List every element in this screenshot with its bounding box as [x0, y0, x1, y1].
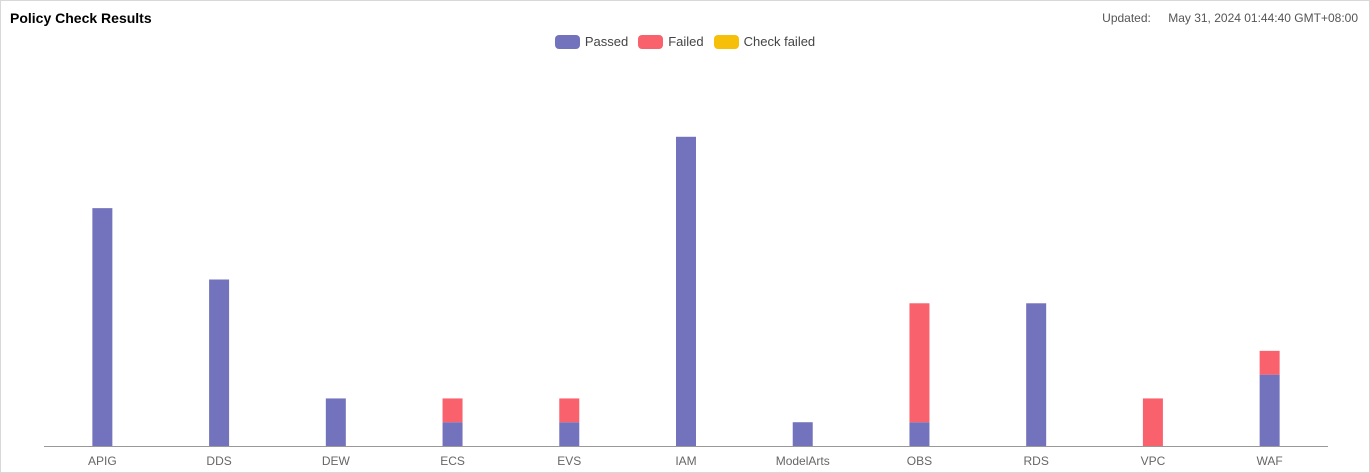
bar-ecs-failed[interactable]	[442, 398, 463, 423]
bar-waf-passed[interactable]	[1259, 374, 1280, 446]
bar-obs-passed[interactable]	[909, 422, 930, 446]
legend-swatch-check-failed	[713, 34, 739, 49]
bar-iam-passed[interactable]	[676, 136, 696, 447]
legend-swatch-failed	[638, 34, 664, 49]
legend-swatch-passed	[554, 34, 580, 49]
legend-label-failed: Failed	[668, 34, 704, 49]
bar-evs-passed[interactable]	[559, 422, 580, 446]
legend-item-check-failed[interactable]: Check failed	[713, 34, 816, 49]
bar-evs-failed[interactable]	[559, 398, 580, 423]
bar-modelarts-passed[interactable]	[792, 422, 813, 446]
legend-label-passed: Passed	[584, 34, 629, 49]
bar-obs-failed[interactable]	[909, 303, 930, 423]
x-tick-label: VPC	[1141, 454, 1166, 468]
updated-timestamp: Updated: May 31, 2024 01:44:40 GMT+08:00	[1102, 11, 1358, 25]
bar-dds-passed[interactable]	[209, 279, 230, 447]
x-tick-label: ECS	[440, 454, 465, 468]
legend-item-failed[interactable]: Failed	[638, 34, 704, 49]
x-tick-label: DDS	[206, 454, 231, 468]
x-tick-label: ModelArts	[776, 454, 830, 468]
x-tick-label: APIG	[88, 454, 117, 468]
bar-ecs-passed[interactable]	[442, 422, 463, 446]
x-tick-label: OBS	[907, 454, 932, 468]
chart-title: Policy Check Results	[10, 10, 152, 26]
x-tick-label: WAF	[1257, 454, 1283, 468]
bar-rds-passed[interactable]	[1026, 303, 1047, 446]
bar-vpc-failed[interactable]	[1142, 398, 1163, 446]
bar-dew-passed[interactable]	[325, 398, 346, 446]
x-tick-label: IAM	[675, 454, 696, 468]
x-tick-label: DEW	[322, 454, 351, 468]
x-tick-label: RDS	[1024, 454, 1049, 468]
legend-label-check-failed: Check failed	[743, 34, 816, 49]
legend-item-passed[interactable]: Passed	[554, 34, 629, 49]
chart-legend: Passed Failed Check failed	[0, 34, 1370, 49]
updated-label: Updated:	[1102, 11, 1151, 25]
updated-value: May 31, 2024 01:44:40 GMT+08:00	[1168, 11, 1358, 25]
bar-apig-passed[interactable]	[92, 208, 113, 446]
x-tick-label: EVS	[557, 454, 581, 468]
bar-waf-failed[interactable]	[1259, 350, 1280, 375]
